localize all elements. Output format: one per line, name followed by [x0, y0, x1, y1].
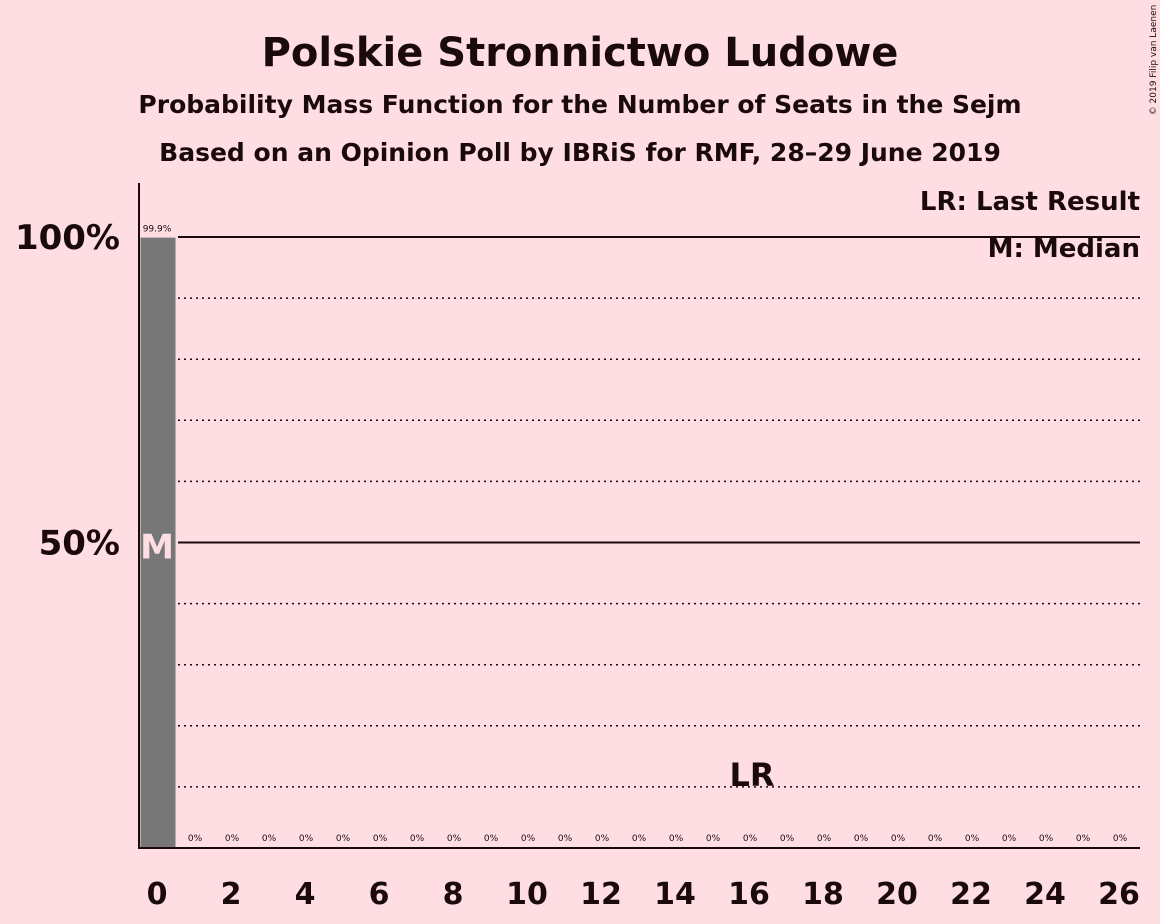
median-marker: M: [140, 528, 174, 568]
x-tick-label: 18: [802, 877, 844, 912]
x-tick-label: 8: [443, 877, 464, 912]
data-label: 0%: [188, 834, 203, 844]
data-label: 0%: [780, 834, 795, 844]
x-tick-label: 20: [876, 877, 918, 912]
bars: [140, 237, 176, 849]
x-tick-label: 2: [221, 877, 242, 912]
data-label: 0%: [595, 834, 610, 844]
chart-title: Polskie Stronnictwo Ludowe: [262, 30, 899, 76]
data-label: 0%: [225, 834, 240, 844]
data-label: 0%: [706, 834, 721, 844]
data-label: 0%: [891, 834, 906, 844]
x-tick-label: 14: [654, 877, 696, 912]
data-label: 0%: [521, 834, 536, 844]
x-tick-label: 24: [1024, 877, 1066, 912]
y-tick-label: 100%: [15, 218, 120, 258]
data-label: 0%: [262, 834, 277, 844]
data-label: 0%: [1039, 834, 1054, 844]
data-label: 0%: [965, 834, 980, 844]
chart-subtitle: Probability Mass Function for the Number…: [138, 90, 1021, 119]
x-ticks: 0 2 4 6 8 10 12 14 16 18 20 22 24 26: [147, 877, 1140, 912]
bar: [140, 237, 176, 849]
data-label: 99.9%: [143, 225, 172, 235]
data-label: 0%: [1113, 834, 1128, 844]
data-labels: 99.9% 0% 0% 0% 0% 0% 0% 0% 0% 0% 0% 0% 0% 0% 0% 0% 0% 0% 0…: [143, 225, 1128, 844]
x-tick-label: 26: [1098, 877, 1140, 912]
data-label: 0%: [558, 834, 573, 844]
x-tick-label: 6: [369, 877, 390, 912]
x-tick-label: 16: [728, 877, 770, 912]
data-label: 0%: [410, 834, 425, 844]
data-label: 0%: [928, 834, 943, 844]
data-label: 0%: [854, 834, 869, 844]
data-label: 0%: [336, 834, 351, 844]
x-tick-label: 12: [580, 877, 622, 912]
y-tick-label: 50%: [39, 524, 120, 564]
data-label: 0%: [484, 834, 499, 844]
last-result-marker: LR: [729, 756, 774, 794]
data-label: 0%: [1076, 834, 1091, 844]
data-label: 0%: [373, 834, 388, 844]
axes: [138, 183, 1140, 849]
copyright: © 2019 Filip van Laenen: [1149, 5, 1159, 116]
x-tick-label: 4: [295, 877, 316, 912]
x-tick-label: 10: [506, 877, 548, 912]
legend-median: M: Median: [988, 234, 1140, 264]
legend-last-result: LR: Last Result: [920, 187, 1140, 217]
x-tick-label: 22: [950, 877, 992, 912]
data-label: 0%: [447, 834, 462, 844]
x-tick-label: 0: [147, 877, 168, 912]
data-label: 0%: [632, 834, 647, 844]
data-label: 0%: [817, 834, 832, 844]
data-label: 0%: [743, 834, 758, 844]
y-ticks: 50% 100%: [15, 218, 120, 564]
chart-subtitle-source: Based on an Opinion Poll by IBRiS for RM…: [159, 138, 1001, 167]
gridlines: [178, 236, 1140, 788]
data-label: 0%: [1002, 834, 1017, 844]
data-label: 0%: [669, 834, 684, 844]
data-label: 0%: [299, 834, 314, 844]
